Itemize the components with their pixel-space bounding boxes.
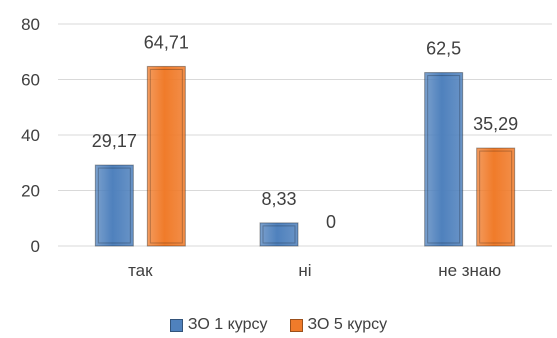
- legend-item-series-1: ЗО 1 курсу: [169, 316, 268, 334]
- legend-label-series-2: ЗО 5 курсу: [307, 316, 388, 333]
- bar-2-1: [146, 65, 186, 247]
- legend-label-series-1: ЗО 1 курсу: [187, 316, 268, 333]
- bar-bevel: [427, 75, 461, 244]
- data-label: 35,29: [473, 114, 518, 134]
- legend-swatch-series-1: [169, 318, 183, 332]
- data-label: 64,71: [144, 32, 189, 52]
- y-tick-label: 80: [21, 15, 40, 34]
- data-label: 62,5: [426, 39, 461, 59]
- bar-bevel: [262, 225, 296, 244]
- y-tick-label: 60: [21, 71, 40, 90]
- y-tick-label: 20: [21, 182, 40, 201]
- grid-lines: [58, 23, 552, 247]
- bar-2-3: [476, 147, 516, 247]
- bar-bevel: [479, 150, 513, 244]
- bar-chart: 0 20 40 60 80 29,17 64,71 8,33 0 62,5 35,29 так ні…: [21, 15, 552, 280]
- bar-bevel: [149, 68, 183, 244]
- legend-item-series-2: ЗО 5 курсу: [289, 316, 388, 334]
- legend: ЗО 1 курсу ЗО 5 курсу: [0, 316, 557, 334]
- y-tick-label: 40: [21, 126, 40, 145]
- x-category-label: так: [128, 261, 153, 280]
- bars: [94, 65, 516, 247]
- data-label: 29,17: [92, 131, 137, 151]
- bar-1-2: [259, 222, 299, 247]
- y-axis-ticks: 0 20 40 60 80: [21, 15, 40, 256]
- x-axis-categories: так ні не знаю: [128, 261, 501, 280]
- x-category-label: не знаю: [438, 261, 501, 280]
- data-labels: 29,17 64,71 8,33 0 62,5 35,29: [92, 32, 518, 232]
- legend-swatch-series-2: [289, 318, 303, 332]
- x-category-label: ні: [298, 261, 311, 280]
- data-label: 8,33: [261, 189, 296, 209]
- bar-1-3: [424, 72, 464, 247]
- bar-1-1: [94, 164, 134, 247]
- y-tick-label: 0: [31, 237, 40, 256]
- bar-bevel: [97, 167, 131, 244]
- data-label: 0: [326, 212, 336, 232]
